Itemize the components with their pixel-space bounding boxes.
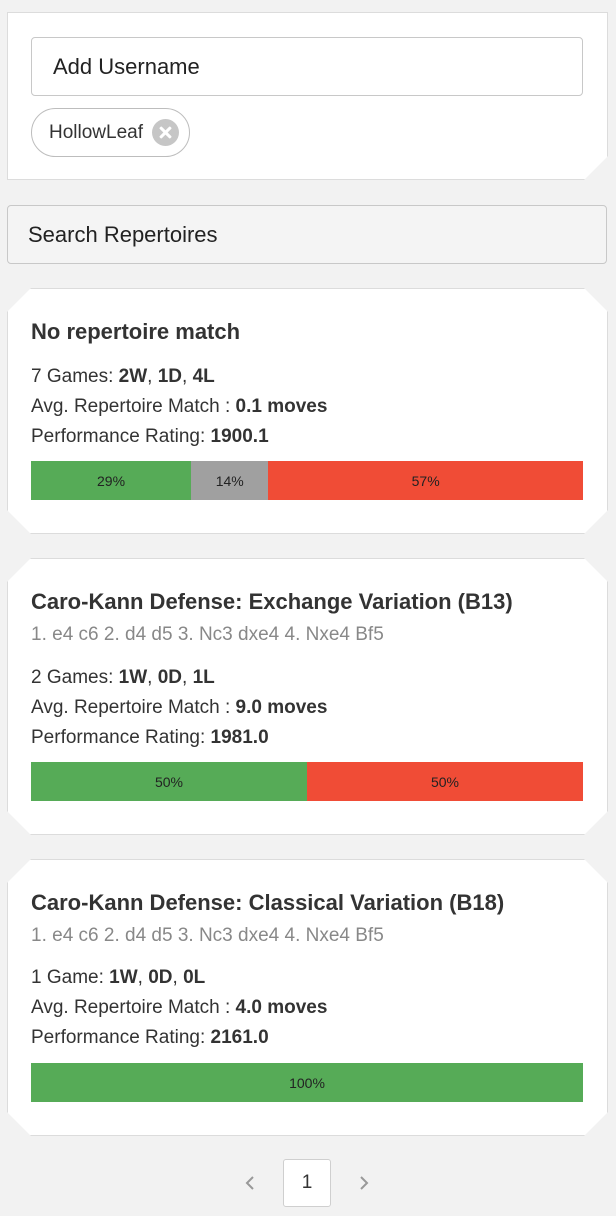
avg-repertoire-match: Avg. Repertoire Match : 4.0 moves (31, 997, 328, 1018)
losses-count: 1L (192, 667, 215, 688)
performance-rating: Performance Rating: 1900.1 (31, 426, 269, 447)
pagination: 1 (0, 1159, 616, 1207)
wins-count: 2W (118, 366, 148, 387)
avg-repertoire-match: Avg. Repertoire Match : 9.0 moves (31, 697, 328, 718)
games-summary: 1 Game: 1W, 0D, 0L (31, 967, 206, 988)
result-bar: 50% 50% (31, 762, 583, 801)
result-bar-segment: 50% (307, 762, 583, 801)
draws-count: 1D (157, 366, 183, 387)
result-bar-segment: 100% (31, 1063, 583, 1102)
result-bar-segment: 14% (191, 461, 268, 500)
repertoire-card: No repertoire match 7 Games: 2W, 1D, 4L … (7, 288, 608, 534)
username-chip: HollowLeaf (31, 108, 190, 157)
wins-count: 1W (109, 967, 138, 988)
performance-rating: Performance Rating: 2161.0 (31, 1027, 269, 1048)
close-circle-icon[interactable] (152, 119, 179, 146)
losses-count: 0L (183, 967, 206, 988)
result-bar: 29% 14% 57% (31, 461, 583, 500)
wins-count: 1W (118, 667, 148, 688)
repertoire-card: Caro-Kann Defense: Exchange Variation (B… (7, 558, 608, 835)
result-bar-segment: 29% (31, 461, 191, 500)
repertoire-title: No repertoire match (31, 319, 241, 344)
search-repertoires-button[interactable]: Search Repertoires (7, 205, 607, 264)
games-summary: 7 Games: 2W, 1D, 4L (31, 366, 215, 387)
performance-rating: Performance Rating: 1981.0 (31, 727, 269, 748)
username-chip-label: HollowLeaf (49, 121, 143, 143)
page-1-button[interactable]: 1 (283, 1159, 331, 1207)
repertoire-title: Caro-Kann Defense: Exchange Variation (B… (31, 589, 513, 614)
repertoire-title: Caro-Kann Defense: Classical Variation (… (31, 890, 505, 915)
draws-count: 0D (157, 667, 183, 688)
add-username-input[interactable] (31, 37, 583, 96)
chevron-right-icon[interactable] (352, 1171, 376, 1195)
games-summary: 2 Games: 1W, 0D, 1L (31, 667, 215, 688)
repertoire-card: Caro-Kann Defense: Classical Variation (… (7, 859, 608, 1136)
avg-repertoire-match: Avg. Repertoire Match : 0.1 moves (31, 396, 328, 417)
draws-count: 0D (148, 967, 173, 988)
repertoire-moves: 1. e4 c6 2. d4 d5 3. Nc3 dxe4 4. Nxe4 Bf… (31, 624, 384, 645)
chevron-left-icon[interactable] (238, 1171, 262, 1195)
losses-count: 4L (192, 366, 215, 387)
repertoire-moves: 1. e4 c6 2. d4 d5 3. Nc3 dxe4 4. Nxe4 Bf… (31, 925, 384, 946)
username-card: HollowLeaf (7, 12, 608, 180)
result-bar-segment: 50% (31, 762, 307, 801)
result-bar-segment: 57% (268, 461, 583, 500)
result-bar: 100% (31, 1063, 583, 1102)
